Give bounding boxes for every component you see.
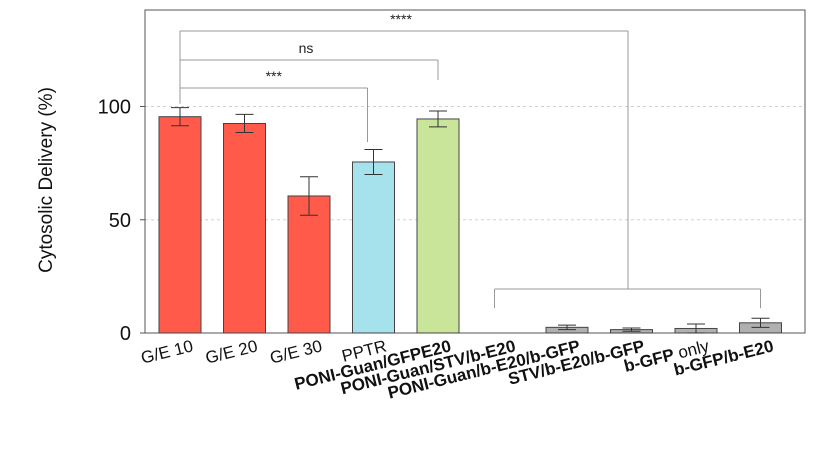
x-tick-label-1: G/E 20	[204, 336, 260, 367]
significance-bracket-0: ****	[179, 11, 629, 289]
error-bar-3	[364, 149, 383, 175]
error-bar-6	[558, 324, 576, 331]
significance-brackets: **** ns ***	[179, 11, 761, 309]
error-bars	[171, 107, 770, 334]
error-bar-9	[751, 317, 770, 328]
bar-4	[416, 118, 460, 334]
bars	[158, 116, 782, 334]
significance-label-1: ns	[299, 40, 314, 56]
x-tick-label-2: G/E 30	[268, 336, 324, 367]
y-tick-label-100: 100	[98, 97, 131, 119]
group-bracket	[494, 288, 761, 309]
y-axis: 0 50 100	[98, 97, 145, 345]
bar-2	[287, 195, 331, 334]
error-bar-8	[687, 323, 705, 334]
bar-0	[158, 116, 202, 334]
significance-bracket-1: ns	[180, 40, 439, 80]
x-axis-labels: G/E 10 G/E 20 G/E 30 PPTRPONI-Guan/GFPE20PO…	[139, 336, 775, 402]
y-tick-label-50: 50	[109, 210, 131, 232]
y-tick-label-0: 0	[120, 323, 131, 345]
plot-frame	[144, 9, 806, 334]
x-tick-label-0: G/E 10	[139, 336, 195, 367]
error-bar-2	[300, 176, 318, 216]
significance-bracket-2: ***	[180, 68, 368, 142]
bar-1	[223, 122, 266, 334]
error-bar-4	[429, 110, 447, 128]
significance-label-0: ****	[390, 11, 412, 27]
bar-3	[352, 161, 395, 334]
error-bar-7	[622, 327, 641, 332]
error-bar-0	[171, 107, 189, 127]
error-bar-1	[235, 113, 254, 134]
significance-label-2: ***	[266, 68, 283, 84]
y-axis-label: Cytosolic Delivery (%)	[36, 87, 57, 273]
